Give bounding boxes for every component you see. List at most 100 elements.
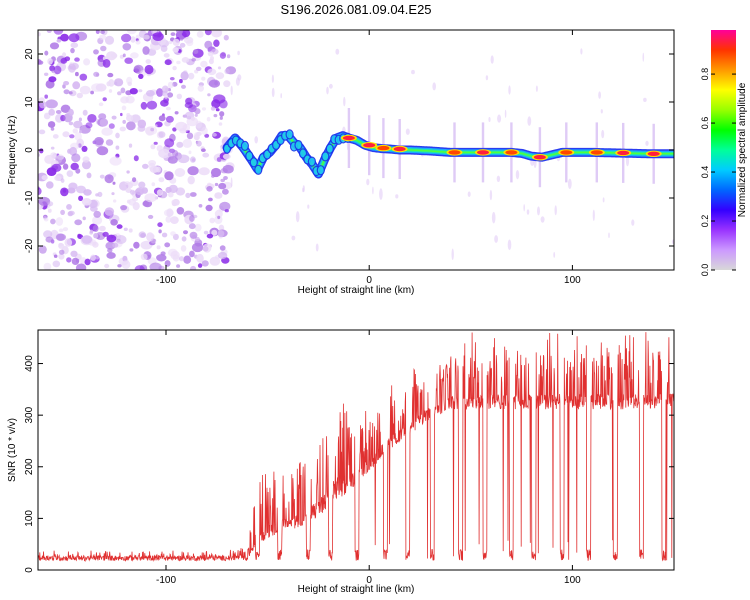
noise-blob bbox=[206, 186, 213, 192]
noise-blob bbox=[81, 198, 92, 206]
noise-blob bbox=[163, 53, 170, 58]
noise-blob bbox=[62, 227, 69, 232]
noise-blob bbox=[188, 72, 195, 80]
spectrogram-peaks-layer bbox=[340, 134, 662, 161]
noise-blob bbox=[144, 126, 158, 136]
noise-blob bbox=[151, 182, 156, 187]
noise-blob bbox=[187, 166, 199, 176]
noise-blob bbox=[156, 189, 163, 196]
noise-streak bbox=[643, 97, 647, 102]
noise-blob bbox=[126, 170, 130, 174]
noise-blob bbox=[164, 138, 175, 148]
noise-streak bbox=[602, 197, 605, 203]
noise-blob bbox=[60, 57, 68, 64]
noise-blob bbox=[69, 134, 75, 139]
noise-blob bbox=[73, 120, 83, 129]
noise-streak bbox=[237, 50, 240, 56]
noise-blob bbox=[107, 72, 114, 78]
noise-blob bbox=[92, 225, 99, 232]
noise-blob bbox=[87, 114, 97, 123]
noise-blob bbox=[170, 216, 179, 225]
noise-blob bbox=[54, 175, 62, 181]
noise-blob bbox=[79, 85, 91, 95]
ridge-blob bbox=[240, 140, 249, 151]
noise-blob bbox=[135, 187, 145, 196]
noise-blob bbox=[163, 209, 174, 217]
noise-blob bbox=[52, 134, 59, 139]
noise-blob bbox=[62, 163, 69, 170]
noise-blob bbox=[158, 148, 171, 159]
noise-blob bbox=[198, 204, 203, 208]
noise-blob bbox=[170, 32, 176, 36]
noise-blob bbox=[156, 88, 164, 97]
noise-blob bbox=[148, 160, 157, 166]
noise-blob bbox=[191, 158, 196, 162]
noise-blob bbox=[126, 30, 137, 35]
noise-streak bbox=[326, 86, 329, 95]
noise-blob bbox=[150, 144, 156, 150]
noise-blob bbox=[72, 128, 79, 134]
noise-blob bbox=[210, 106, 216, 111]
noise-blob bbox=[79, 73, 88, 81]
noise-streak bbox=[554, 205, 557, 216]
noise-blob bbox=[138, 181, 146, 189]
snr-x-label: Height of straight line (km) bbox=[298, 584, 415, 595]
noise-blob bbox=[172, 38, 180, 46]
noise-blob bbox=[214, 182, 219, 187]
noise-blob bbox=[114, 81, 118, 86]
noise-blob bbox=[144, 193, 157, 203]
noise-blob bbox=[202, 246, 209, 252]
noise-blob bbox=[68, 91, 73, 95]
noise-blob bbox=[135, 40, 141, 45]
noise-blob bbox=[164, 59, 172, 66]
noise-blob bbox=[95, 255, 100, 260]
noise-blob bbox=[183, 230, 188, 235]
noise-blob bbox=[74, 57, 80, 62]
snr-plot-area bbox=[38, 330, 674, 570]
noise-blob bbox=[112, 242, 119, 248]
noise-blob bbox=[218, 122, 223, 126]
noise-blob bbox=[98, 102, 104, 107]
ridge-blob bbox=[294, 140, 303, 151]
noise-streak bbox=[307, 204, 310, 209]
noise-blob bbox=[105, 139, 114, 146]
noise-blob bbox=[53, 65, 62, 75]
noise-blob bbox=[82, 109, 88, 116]
noise-blob bbox=[157, 222, 163, 228]
y-tick-label: 20 bbox=[24, 48, 35, 60]
noise-streak bbox=[600, 109, 603, 114]
noise-blob bbox=[172, 47, 179, 53]
noise-blob bbox=[127, 81, 132, 87]
noise-blob bbox=[46, 30, 52, 33]
noise-blob bbox=[191, 242, 204, 253]
noise-blob bbox=[128, 143, 133, 148]
noise-blob bbox=[220, 178, 225, 183]
figure-title: S196.2026.081.09.04.E25 bbox=[280, 2, 431, 17]
noise-blob bbox=[58, 243, 65, 249]
noise-blob bbox=[158, 115, 166, 122]
noise-blob bbox=[222, 164, 234, 174]
noise-blob bbox=[51, 69, 55, 74]
noise-blob bbox=[106, 252, 116, 259]
noise-blob bbox=[78, 117, 82, 122]
noise-blob bbox=[169, 77, 175, 81]
noise-blob bbox=[133, 241, 140, 249]
ridge-blob bbox=[254, 164, 263, 175]
noise-blob bbox=[214, 215, 223, 225]
noise-blob bbox=[109, 156, 122, 166]
noise-blob bbox=[60, 104, 71, 114]
noise-blob bbox=[83, 58, 91, 66]
noise-blob bbox=[100, 45, 107, 52]
noise-blob bbox=[223, 80, 231, 88]
noise-blob bbox=[68, 182, 78, 190]
noise-blob bbox=[164, 171, 174, 181]
noise-blob bbox=[129, 189, 136, 195]
noise-blob bbox=[186, 132, 194, 140]
noise-blob bbox=[53, 254, 58, 258]
noise-blob bbox=[92, 216, 103, 225]
noise-blob bbox=[84, 258, 91, 266]
noise-blob bbox=[121, 33, 132, 43]
noise-blob bbox=[60, 178, 65, 183]
colorbar-tick-label: 0.2 bbox=[700, 215, 710, 228]
